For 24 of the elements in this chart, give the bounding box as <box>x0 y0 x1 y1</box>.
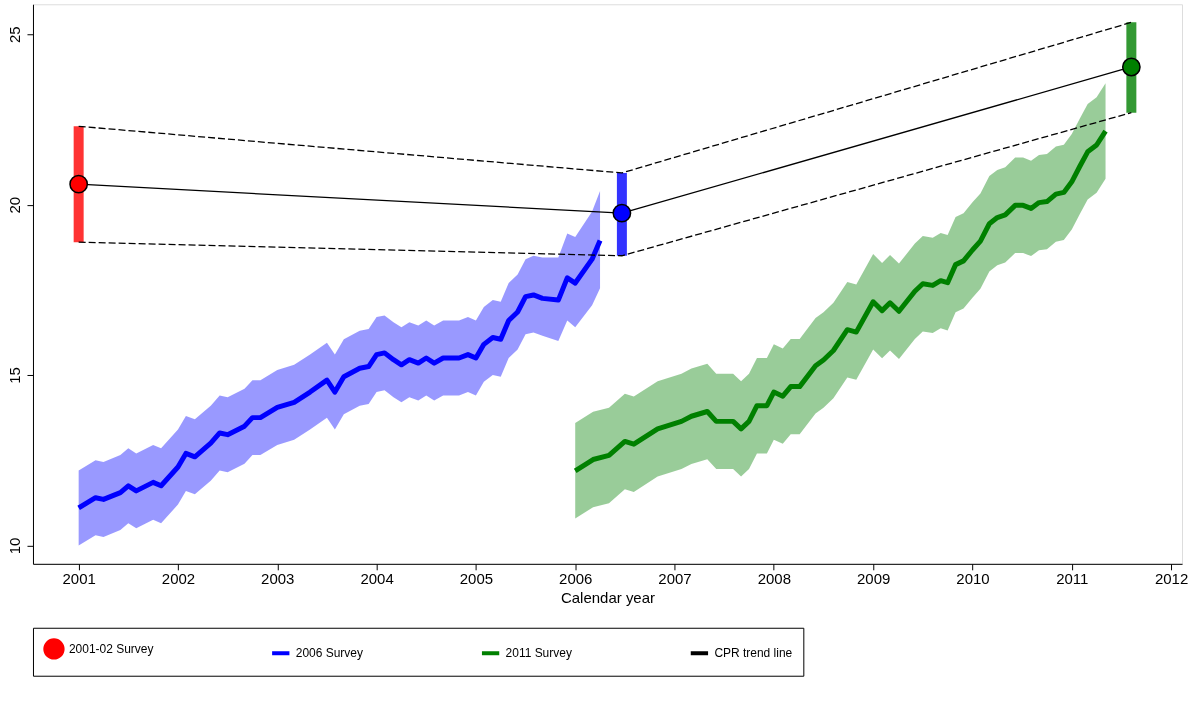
legend-label: CPR trend line <box>714 646 793 661</box>
x-tick-label: 2001 <box>62 570 96 588</box>
y-tick-label: 15 <box>6 367 24 384</box>
x-tick-label: 2005 <box>459 570 494 588</box>
x-tick-label: 2009 <box>856 570 891 588</box>
point <box>612 203 632 223</box>
x-axis-title: Calendar year <box>560 589 656 607</box>
x-tick-label: 2010 <box>956 570 990 588</box>
x-tick-label: 2011 <box>1056 570 1089 588</box>
legend-label: 2006 Survey <box>295 646 363 661</box>
x-tick-label: 2007 <box>658 570 692 588</box>
point <box>69 174 89 194</box>
y-tick-label: 25 <box>6 26 24 44</box>
legend-label: 2011 Survey <box>505 646 572 661</box>
x-tick-label: 2004 <box>360 570 394 588</box>
y-tick-label: 20 <box>6 196 24 214</box>
x-tick-label: 2003 <box>261 570 295 588</box>
x-tick-label: 2012 <box>1154 570 1189 588</box>
point <box>1121 57 1141 77</box>
y-tick-label: 10 <box>6 537 24 555</box>
x-tick-label: 2002 <box>161 570 196 588</box>
x-tick-label: 2008 <box>757 570 791 588</box>
legend-label: 2001-02 Survey <box>68 641 154 656</box>
x-tick-label: 2006 <box>559 570 593 588</box>
